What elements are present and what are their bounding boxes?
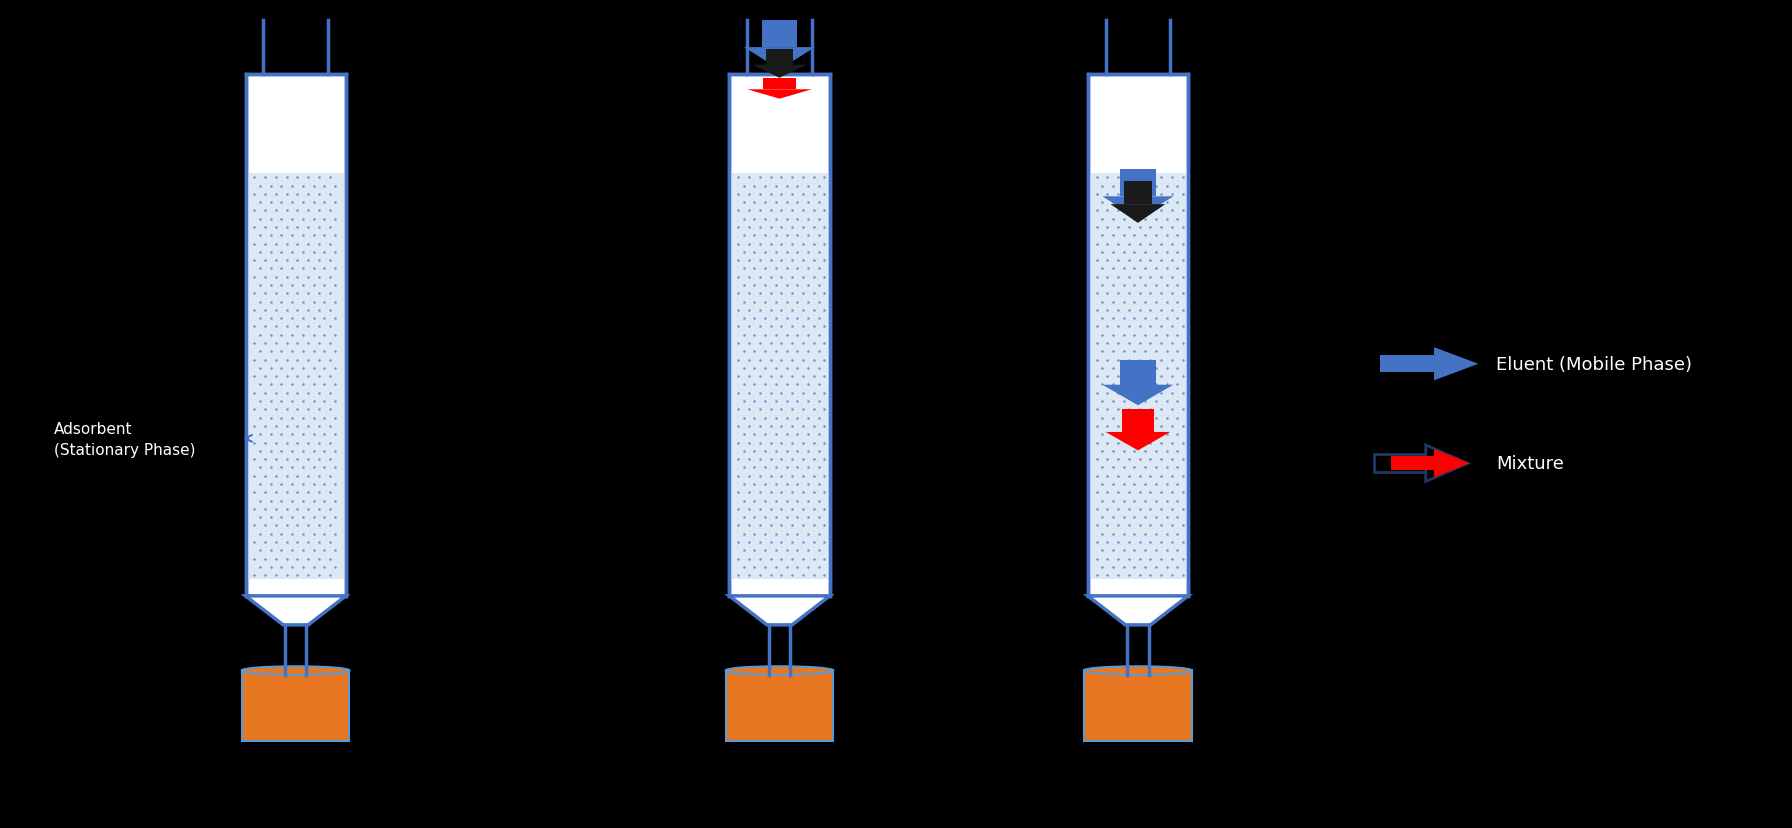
Ellipse shape [1084,667,1192,675]
Bar [726,671,833,741]
Polygon shape [753,65,806,79]
Polygon shape [1102,197,1174,219]
Ellipse shape [726,667,833,675]
Text: (Stationary Phase): (Stationary Phase) [54,442,195,457]
Bar [1120,170,1156,197]
Bar [729,75,830,596]
Bar [1380,356,1434,373]
Bar [1391,457,1434,470]
Polygon shape [747,90,812,99]
Bar [1124,182,1152,205]
Polygon shape [1426,445,1468,482]
Polygon shape [1106,432,1170,450]
Polygon shape [729,596,830,625]
Bar [1090,174,1186,580]
Text: Mixture: Mixture [1496,455,1564,473]
Bar [242,671,349,741]
Text: Adsorbent: Adsorbent [54,421,133,436]
Bar [1374,455,1426,473]
Bar [1120,360,1156,385]
Bar [1122,410,1154,432]
Polygon shape [246,596,346,625]
Polygon shape [1434,348,1478,381]
Bar [1088,75,1188,596]
Bar [247,174,344,580]
Bar [762,21,797,48]
Ellipse shape [242,667,349,675]
Polygon shape [1111,205,1165,224]
Bar [763,79,796,90]
Polygon shape [1088,596,1188,625]
Bar [765,50,794,65]
Polygon shape [1434,450,1469,478]
Bar [1084,671,1192,741]
Text: Eluent (Mobile Phase): Eluent (Mobile Phase) [1496,355,1692,373]
Bar [731,174,828,580]
Polygon shape [744,48,815,70]
Polygon shape [1102,385,1174,406]
Bar [246,75,346,596]
